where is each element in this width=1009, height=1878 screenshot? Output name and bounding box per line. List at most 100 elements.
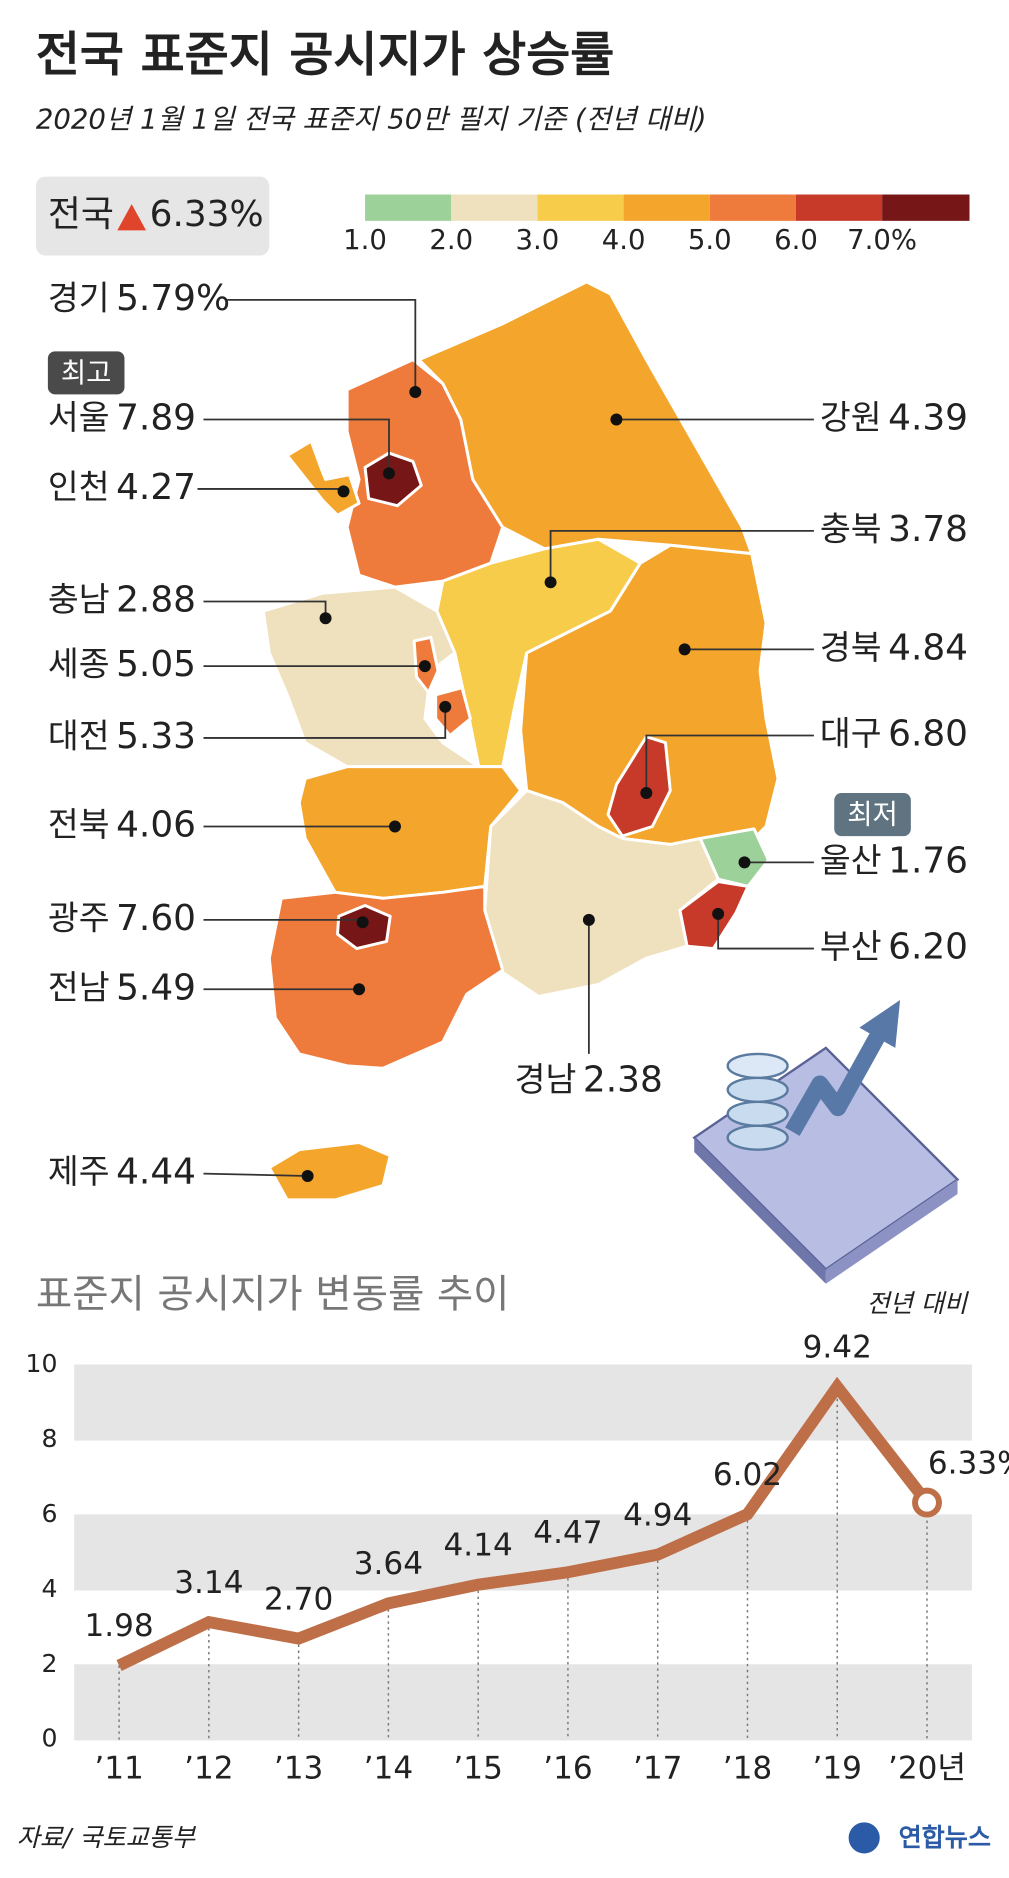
x-tick-label: ’15	[453, 1751, 502, 1787]
region-value: 7.89	[116, 398, 196, 439]
region-name: 충남	[48, 580, 110, 619]
logo: 연합뉴스	[899, 1823, 991, 1852]
legend-tick-label: 1.0	[343, 224, 387, 256]
leader-line	[203, 1172, 308, 1177]
region-value: 4.44	[116, 1152, 196, 1193]
x-tick-label: ’14	[364, 1751, 413, 1787]
leader-line	[645, 734, 814, 793]
arrow-head	[859, 1000, 901, 1048]
x-tick-label: ’16	[543, 1751, 592, 1787]
region-name: 울산	[820, 841, 882, 880]
region-name: 세종	[48, 645, 110, 684]
badge	[834, 792, 911, 837]
region-dot	[582, 913, 595, 926]
region-name: 서울	[48, 398, 110, 437]
legend-swatch	[623, 194, 710, 221]
region-value: 2.88	[116, 579, 196, 620]
region-value: 5.49	[116, 967, 196, 1008]
x-tick-label: ’19	[813, 1751, 862, 1787]
region-dot	[439, 700, 452, 713]
value-label: 3.64	[354, 1546, 423, 1582]
y-tick-label: 0	[41, 1724, 57, 1753]
region-dot	[738, 856, 751, 869]
region-dot	[301, 1170, 314, 1182]
badge-label: 최고	[61, 357, 112, 389]
region-dot	[678, 643, 691, 656]
leader-line	[549, 529, 814, 583]
region-value: 4.39	[888, 398, 968, 439]
value-label: 4.14	[444, 1527, 513, 1563]
badge-label: 최저	[847, 799, 898, 831]
region-name: 대구	[820, 714, 882, 753]
region-name: 강원	[820, 398, 882, 437]
illustration	[692, 1000, 960, 1284]
legend-tick-label: 5.0	[688, 224, 732, 256]
line	[116, 1376, 932, 1671]
region-value: 7.60	[116, 898, 196, 939]
title: 전국 표준지 공시지가 상승률	[36, 28, 614, 83]
region-dot	[337, 485, 350, 498]
region-dot	[544, 576, 557, 589]
leader-line	[717, 913, 814, 950]
leader-line	[203, 706, 447, 739]
coin	[726, 1124, 789, 1151]
region-value: 3.78	[888, 509, 968, 550]
region-value: 6.80	[888, 714, 968, 755]
legend-swatch	[882, 194, 970, 221]
region-dot	[353, 983, 366, 996]
y-tick-label: 2	[41, 1649, 57, 1678]
region-value: 2.38	[583, 1059, 663, 1100]
region-dot	[640, 786, 653, 799]
region	[606, 735, 672, 838]
legend-tick-label: 3.0	[516, 224, 560, 256]
summary-value: 6.33%	[150, 194, 264, 235]
region-name: 경북	[820, 628, 882, 667]
legend-swatch	[451, 194, 538, 221]
legend-tick-label: 4.0	[602, 224, 646, 256]
region-dot	[712, 907, 725, 920]
x-tick-label: ’20년	[888, 1751, 966, 1787]
region-name: 충북	[820, 509, 882, 548]
rise-icon	[117, 204, 147, 231]
region	[261, 585, 481, 769]
legend-swatch	[537, 194, 624, 221]
region-name: 경기	[48, 278, 110, 317]
arrow	[785, 1028, 888, 1136]
subtitle: 2020년 1월 1일 전국 표준지 50만 필지 기준 (전년 대비)	[36, 103, 707, 135]
summary-box	[35, 176, 270, 256]
region	[483, 789, 720, 998]
tiles-side	[694, 1137, 826, 1284]
legend-tick-label: 2.0	[429, 224, 473, 256]
x-tick-label: ’18	[723, 1751, 772, 1787]
value-label: 4.94	[623, 1497, 692, 1533]
region-value: 1.76	[888, 840, 968, 881]
region-value: 4.27	[116, 467, 196, 508]
region-name: 전남	[48, 968, 110, 1007]
region-name: 인천	[48, 467, 110, 506]
coin	[726, 1076, 789, 1103]
region-dot	[418, 660, 431, 673]
legend-swatch	[709, 194, 796, 221]
coin	[726, 1052, 789, 1080]
region-name: 경남	[515, 1060, 577, 1099]
region-name: 제주	[48, 1152, 110, 1191]
region-dot	[388, 820, 401, 833]
region-value: 5.79%	[116, 278, 230, 319]
region-name: 전북	[48, 805, 110, 844]
value-label: 4.47	[533, 1515, 602, 1551]
region-value: 6.20	[888, 927, 968, 968]
region	[297, 765, 523, 900]
source: 자료/ 국토교통부	[17, 1823, 197, 1852]
value-label: 6.02	[713, 1457, 782, 1493]
region	[267, 884, 505, 1070]
value-label: 2.70	[264, 1581, 333, 1617]
logo-icon	[848, 1822, 880, 1854]
x-tick-label: ’13	[274, 1751, 323, 1787]
region-name: 광주	[48, 898, 110, 937]
grid-band	[74, 1664, 972, 1740]
tiles-side	[825, 1179, 958, 1284]
end-marker	[912, 1487, 942, 1518]
region-dot	[356, 916, 369, 929]
region-value: 5.33	[116, 716, 196, 757]
